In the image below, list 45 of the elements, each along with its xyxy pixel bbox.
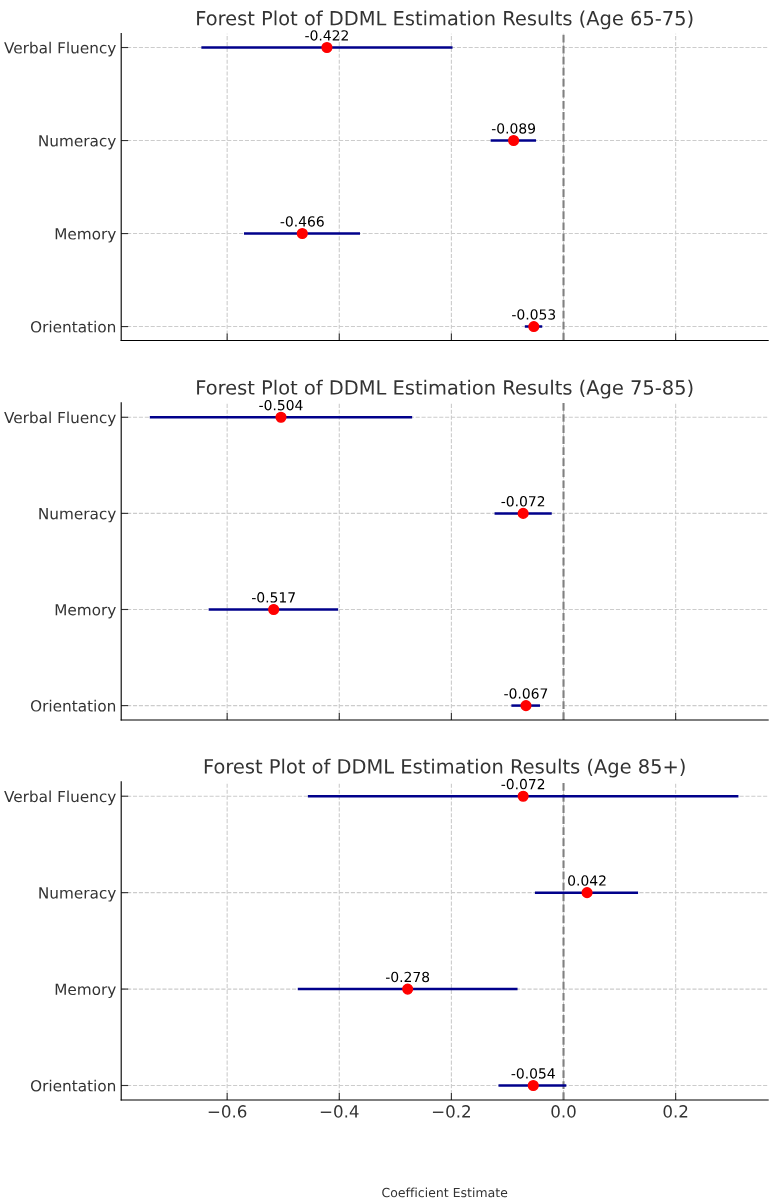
data-label: -0.067 — [504, 688, 548, 699]
chart-title: Forest Plot of DDML Estimation Results (Age 65-75) — [197, 10, 693, 30]
point — [508, 134, 520, 147]
data-label: -0.466 — [280, 216, 324, 227]
chart-title: Forest Plot of DDML Estimation Results (Age 85+) — [204, 758, 685, 778]
y-tick-label: Verbal Fluency — [4, 41, 116, 57]
point — [268, 603, 280, 616]
point — [581, 887, 593, 899]
point — [527, 1079, 539, 1092]
point — [321, 41, 333, 54]
data-label: -0.054 — [511, 1068, 555, 1079]
data-label: -0.517 — [251, 592, 295, 603]
x-axis-title: Coefficient Estimate — [382, 1187, 508, 1198]
y-tick-label: Orientation — [30, 1079, 116, 1092]
x-tick-label: −0.2 — [432, 1105, 470, 1118]
x-tick-label: −0.4 — [320, 1105, 359, 1118]
point — [528, 321, 540, 333]
y-tick-label: Orientation — [30, 320, 116, 333]
data-label: -0.072 — [501, 496, 545, 507]
x-tick-label: 0.0 — [551, 1105, 576, 1118]
point — [402, 983, 414, 995]
data-label: -0.053 — [512, 309, 556, 320]
point — [520, 700, 532, 712]
data-label: -0.504 — [259, 399, 303, 411]
y-tick-label: Verbal Fluency — [4, 411, 116, 427]
y-tick-label: Orientation — [30, 699, 116, 712]
data-label: 0.042 — [568, 875, 606, 886]
point — [517, 507, 529, 519]
data-label: -0.278 — [385, 971, 430, 983]
data-label: -0.422 — [305, 30, 348, 41]
data-label: -0.089 — [491, 123, 536, 134]
y-tick-label: Memory — [55, 983, 116, 999]
chart-title: Forest Plot of DDML Estimation Results (Age 75-85) — [197, 379, 693, 399]
data-label: -0.072 — [501, 778, 545, 790]
x-tick-label: 0.2 — [663, 1105, 688, 1118]
y-tick-label: Numeracy — [39, 135, 116, 150]
y-tick-label: Verbal Fluency — [4, 790, 116, 806]
y-tick-label: Numeracy — [39, 887, 116, 902]
y-tick-label: Memory — [55, 228, 116, 243]
y-tick-label: Memory — [55, 604, 116, 619]
point — [517, 790, 529, 802]
x-tick-label: −0.6 — [208, 1105, 247, 1118]
y-tick-label: Numeracy — [39, 508, 116, 523]
point — [275, 411, 287, 423]
point — [296, 227, 308, 240]
